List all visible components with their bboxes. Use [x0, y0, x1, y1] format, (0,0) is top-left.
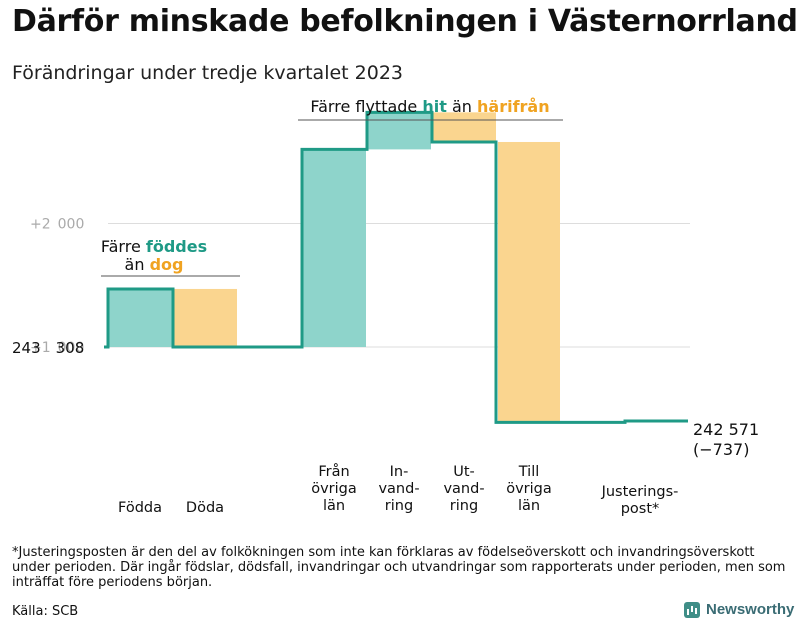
- brand-name: Newsworthy: [706, 601, 795, 618]
- bar: [432, 112, 496, 142]
- chart-title: Därför minskade befolkningen i Västernor…: [12, 4, 798, 39]
- annotation-births-deaths-line1: Färre föddes: [101, 237, 207, 256]
- category-label: Födda: [118, 500, 162, 516]
- bar: [302, 149, 366, 347]
- end-change-label: (−737): [693, 440, 749, 459]
- brand-logo: Newsworthy: [684, 601, 794, 618]
- annotation-migration: Färre flyttade hit än härifrån: [310, 97, 549, 116]
- category-label: Från övriga län: [311, 463, 357, 514]
- source-label: Källa: SCB: [12, 604, 79, 619]
- bar: [173, 288, 237, 347]
- y-tick-label: +1 000: [30, 340, 84, 356]
- annotation-births-deaths-line2: än dog: [125, 255, 184, 274]
- category-label: Ut-vand-ring: [443, 464, 484, 514]
- y-tick-label: +2 000: [30, 217, 84, 233]
- end-value-label: 242 571: [693, 420, 759, 439]
- series-line: [104, 110, 688, 424]
- category-label: Döda: [186, 500, 224, 516]
- chart-subtitle: Förändringar under tredje kvartalet 2023: [12, 62, 404, 84]
- category-label: Till övriga län: [506, 464, 552, 514]
- footnote: *Justeringsposten är den del av folkökni…: [12, 545, 786, 590]
- start-value-label: 243 308: [12, 339, 84, 357]
- newsworthy-icon: [684, 601, 700, 618]
- category-label: In-vand-ring: [378, 464, 419, 514]
- bar: [498, 141, 560, 423]
- bar: [108, 288, 172, 347]
- bar: [367, 112, 431, 150]
- category-label: Justerings-post*: [601, 484, 679, 517]
